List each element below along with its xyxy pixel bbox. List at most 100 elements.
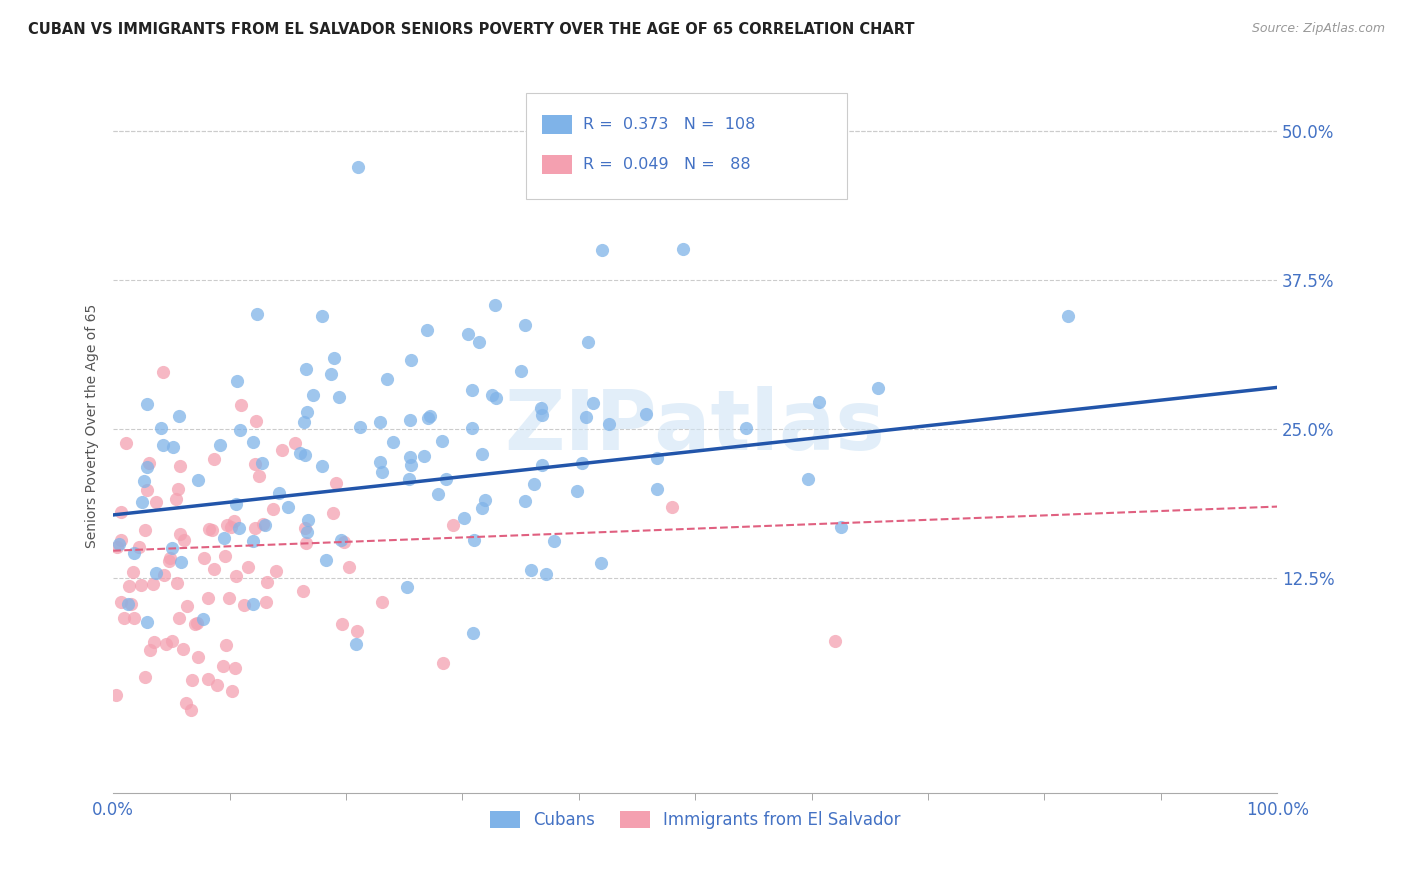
- Point: [277, 500, 299, 514]
- Point: [297, 513, 319, 527]
- Point: [330, 617, 353, 632]
- Point: [184, 616, 207, 631]
- Point: [252, 456, 274, 470]
- Point: [457, 327, 479, 342]
- Point: [591, 244, 613, 258]
- Point: [461, 626, 484, 640]
- Point: [160, 633, 183, 648]
- Point: [322, 506, 344, 520]
- Bar: [526, 93, 846, 199]
- Point: [225, 374, 247, 388]
- Point: [328, 390, 350, 404]
- Point: [138, 456, 160, 470]
- Point: [191, 612, 214, 626]
- Point: [471, 447, 494, 461]
- Point: [186, 616, 208, 631]
- Point: [292, 415, 315, 429]
- Point: [463, 533, 485, 547]
- Point: [236, 560, 259, 574]
- Point: [129, 578, 152, 592]
- Point: [830, 520, 852, 534]
- Point: [530, 401, 553, 415]
- Point: [212, 659, 235, 673]
- Point: [138, 642, 160, 657]
- Point: [866, 381, 889, 395]
- Point: [672, 242, 695, 256]
- Point: [398, 472, 420, 486]
- Point: [166, 575, 188, 590]
- Point: [153, 567, 176, 582]
- Point: [395, 580, 418, 594]
- Bar: [541, 155, 572, 174]
- Point: [346, 160, 368, 174]
- Point: [531, 408, 554, 422]
- Point: [399, 412, 422, 426]
- Point: [232, 598, 254, 612]
- Point: [180, 703, 202, 717]
- Point: [481, 388, 503, 402]
- Point: [399, 352, 422, 367]
- Point: [115, 436, 138, 450]
- Point: [337, 560, 360, 574]
- Point: [187, 473, 209, 487]
- Point: [152, 365, 174, 379]
- Point: [246, 307, 269, 321]
- Point: [661, 500, 683, 514]
- Point: [515, 494, 537, 508]
- Point: [132, 474, 155, 488]
- Point: [382, 434, 405, 449]
- Point: [471, 501, 494, 516]
- Point: [165, 492, 187, 507]
- Point: [581, 395, 603, 409]
- Point: [311, 458, 333, 473]
- Point: [520, 563, 543, 577]
- Point: [134, 670, 156, 684]
- Y-axis label: Seniors Poverty Over the Age of 65: Seniors Poverty Over the Age of 65: [86, 304, 100, 549]
- Point: [197, 591, 219, 605]
- Point: [202, 562, 225, 576]
- Point: [209, 438, 232, 452]
- Point: [231, 399, 253, 413]
- Point: [295, 362, 318, 376]
- Point: [434, 472, 457, 486]
- Point: [589, 556, 612, 570]
- Point: [645, 450, 668, 465]
- Point: [243, 520, 266, 534]
- Point: [534, 567, 557, 582]
- Point: [510, 364, 533, 378]
- Point: [169, 409, 191, 423]
- Point: [205, 678, 228, 692]
- Point: [107, 540, 129, 554]
- Point: [131, 495, 153, 509]
- Point: [256, 574, 278, 589]
- Point: [110, 533, 132, 547]
- Point: [197, 523, 219, 537]
- Point: [797, 472, 820, 486]
- Point: [254, 518, 277, 533]
- Point: [215, 518, 238, 533]
- Point: [214, 638, 236, 652]
- Point: [461, 421, 484, 435]
- Point: [484, 298, 506, 312]
- Point: [267, 486, 290, 500]
- Point: [122, 565, 145, 579]
- Point: [368, 455, 391, 469]
- Point: [252, 517, 274, 532]
- Point: [371, 465, 394, 479]
- Point: [122, 546, 145, 560]
- Point: [346, 624, 368, 639]
- Point: [243, 458, 266, 472]
- Point: [136, 615, 159, 630]
- Point: [135, 483, 157, 498]
- Point: [288, 446, 311, 460]
- Point: [295, 405, 318, 419]
- Point: [291, 583, 314, 598]
- Point: [197, 672, 219, 686]
- Point: [735, 420, 758, 434]
- Point: [333, 535, 356, 549]
- Point: [145, 566, 167, 581]
- Point: [254, 595, 277, 609]
- Point: [430, 434, 453, 448]
- Point: [645, 482, 668, 496]
- Point: [242, 597, 264, 611]
